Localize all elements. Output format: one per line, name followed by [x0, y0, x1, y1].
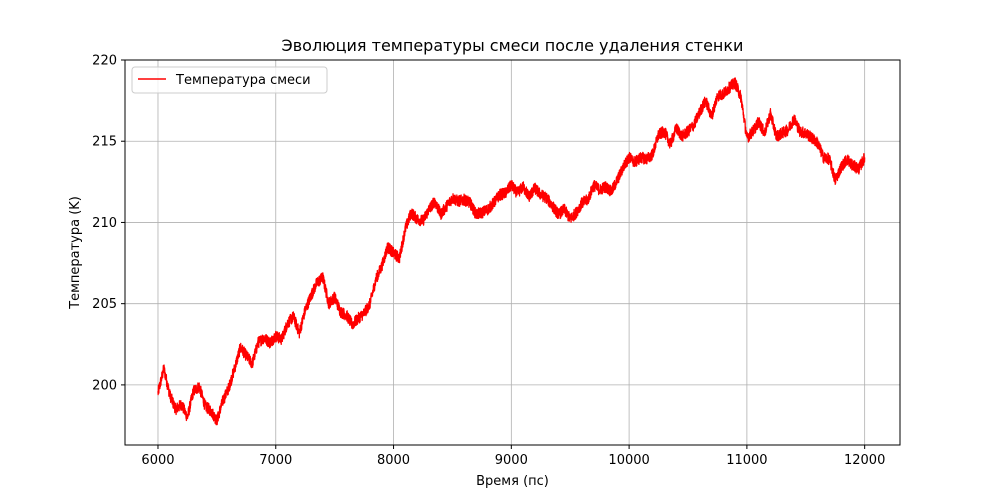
x-tick-label: 7000 — [259, 453, 292, 468]
x-tick-label: 6000 — [141, 453, 174, 468]
y-axis-label: Температура (K) — [68, 196, 83, 310]
x-tick-label: 8000 — [377, 453, 410, 468]
series-line — [157, 77, 866, 426]
x-axis-label: Время (пс) — [476, 474, 549, 489]
legend: Температура смеси — [131, 66, 328, 94]
grid-lines — [125, 59, 900, 445]
y-tick-label: 220 — [92, 54, 117, 69]
plot-area-frame — [124, 59, 901, 446]
x-tick-label: 12000 — [844, 453, 885, 468]
legend-entry: Температура смеси — [175, 73, 311, 88]
x-tick-label: 9000 — [495, 453, 528, 468]
y-tick-label: 210 — [92, 216, 117, 231]
chart-title: Эволюция температуры смеси после удалени… — [282, 36, 744, 55]
legend-box — [131, 66, 328, 94]
x-tick-label: 10000 — [608, 453, 649, 468]
y-tick-label: 200 — [92, 378, 117, 393]
series-layer — [157, 77, 866, 426]
y-tick-label: 205 — [92, 297, 117, 312]
x-tick-label: 11000 — [726, 453, 767, 468]
y-tick-label: 215 — [92, 135, 117, 150]
axis-ticks: 6000 7000 8000 9000 10000 11000 12000 200 205 210… — [92, 54, 885, 469]
